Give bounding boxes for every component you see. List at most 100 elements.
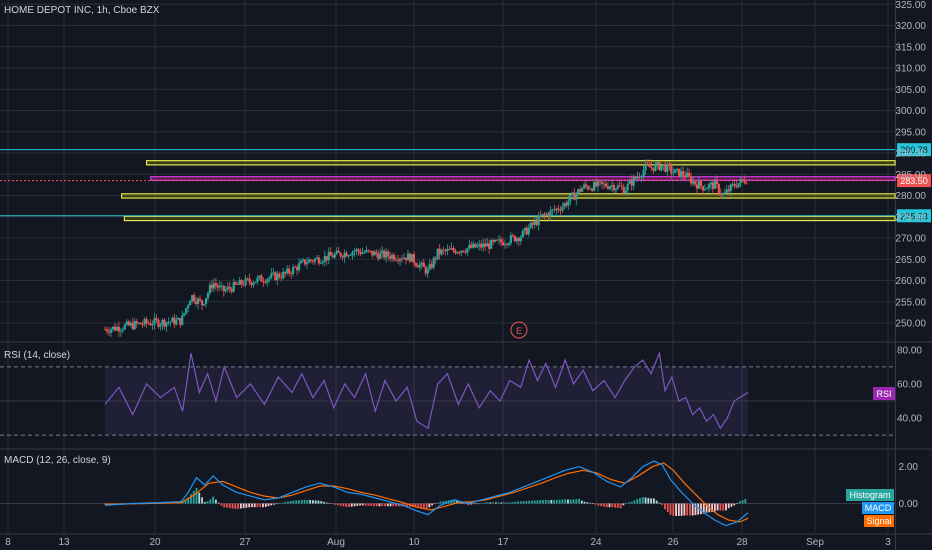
candle-body <box>143 319 146 325</box>
candle-body <box>490 240 493 249</box>
candle <box>218 280 221 291</box>
candle <box>301 257 305 263</box>
candle <box>305 257 309 269</box>
macd-histogram-bar <box>201 497 203 504</box>
rsi-tick-label: 40.00 <box>897 414 922 425</box>
candle-body <box>670 166 673 174</box>
candle <box>589 185 592 190</box>
candle <box>232 278 235 293</box>
candle <box>359 248 362 257</box>
macd-histogram-bar <box>206 501 209 504</box>
candle-body <box>644 163 647 171</box>
candle <box>426 266 429 278</box>
candle <box>141 320 144 329</box>
candle <box>727 185 730 193</box>
candle-body <box>632 176 635 186</box>
macd-histogram-bar <box>312 500 314 504</box>
macd-histogram-bar <box>406 503 409 507</box>
candle <box>139 322 142 325</box>
candle-body <box>553 209 556 211</box>
candle-body <box>129 322 132 326</box>
candle-body <box>693 181 697 185</box>
macd-histogram-bar <box>303 499 306 504</box>
macd-histogram-bar <box>675 503 677 516</box>
candle-body <box>226 286 229 290</box>
candle-body <box>145 319 148 324</box>
candle <box>280 272 283 282</box>
macd-histogram-bar <box>317 500 320 504</box>
candle <box>393 252 396 262</box>
candle-body <box>476 245 479 248</box>
candle-body <box>579 189 582 192</box>
macd-histogram-bar <box>445 500 447 504</box>
macd-histogram-bar <box>259 503 262 508</box>
candle <box>454 248 457 255</box>
macd-line <box>104 460 749 527</box>
candle <box>103 326 107 331</box>
macd-histogram-bar <box>569 499 572 504</box>
event-marker-circle[interactable] <box>510 321 528 339</box>
candle <box>682 166 685 180</box>
macd-histogram-bar <box>492 502 494 504</box>
macd-histogram-bar <box>295 500 298 504</box>
candle-body <box>389 256 392 259</box>
macd-histogram-bar <box>589 502 592 504</box>
candle-body <box>652 167 655 171</box>
macd-histogram-bar <box>397 503 400 507</box>
candle <box>220 282 223 291</box>
zone-rectangle[interactable] <box>123 215 896 222</box>
macd-histogram-bar <box>711 503 713 512</box>
zone-rectangle[interactable] <box>121 193 896 199</box>
candle-body <box>511 235 514 236</box>
candle <box>198 295 202 302</box>
macd-histogram-bar <box>539 500 542 504</box>
candle-body <box>228 286 231 289</box>
candle-body <box>505 244 509 245</box>
candle-body <box>591 188 594 191</box>
price-badge-box <box>897 174 931 188</box>
macd-histogram-bar <box>289 500 292 504</box>
macd-histogram-bar <box>367 503 370 506</box>
candle-body <box>121 329 124 331</box>
zone-rectangle[interactable] <box>146 160 896 166</box>
candle <box>596 178 600 192</box>
candle <box>333 252 336 260</box>
candle-body <box>252 282 255 285</box>
candle-body <box>569 194 572 201</box>
candle <box>527 224 530 237</box>
macd-histogram-bar <box>436 502 439 504</box>
macd-histogram-bar <box>467 503 470 506</box>
candle <box>608 185 612 191</box>
macd-histogram-bar <box>616 503 619 508</box>
candle-body <box>480 243 483 248</box>
candle-body <box>412 254 415 263</box>
candle-body <box>622 187 625 194</box>
candle-body <box>299 261 303 264</box>
candle-body <box>488 243 491 249</box>
rsi-badge-box <box>873 387 895 400</box>
candle-body <box>688 172 691 177</box>
event-marker-label: E <box>516 326 522 336</box>
candle <box>408 252 412 264</box>
macd-histogram-bar <box>461 503 464 504</box>
zone-rectangle[interactable] <box>150 176 896 181</box>
candle <box>610 180 613 192</box>
price-badge-box <box>897 143 931 157</box>
macd-histogram-bar <box>666 503 669 513</box>
macd-histogram-bar <box>497 502 500 504</box>
candle <box>656 160 659 170</box>
candle <box>248 273 251 286</box>
candle <box>361 247 364 255</box>
macd-histogram-bar <box>702 503 705 514</box>
candle <box>717 182 720 197</box>
candle <box>517 236 520 247</box>
price-tick-label: 270.00 <box>895 234 926 245</box>
candle <box>648 159 651 168</box>
candle <box>480 240 483 251</box>
candle <box>313 257 316 265</box>
candle <box>200 299 204 311</box>
candle <box>470 241 473 249</box>
event-marker[interactable]: E <box>510 321 528 339</box>
price-badge-label: 275.23 <box>900 211 928 221</box>
